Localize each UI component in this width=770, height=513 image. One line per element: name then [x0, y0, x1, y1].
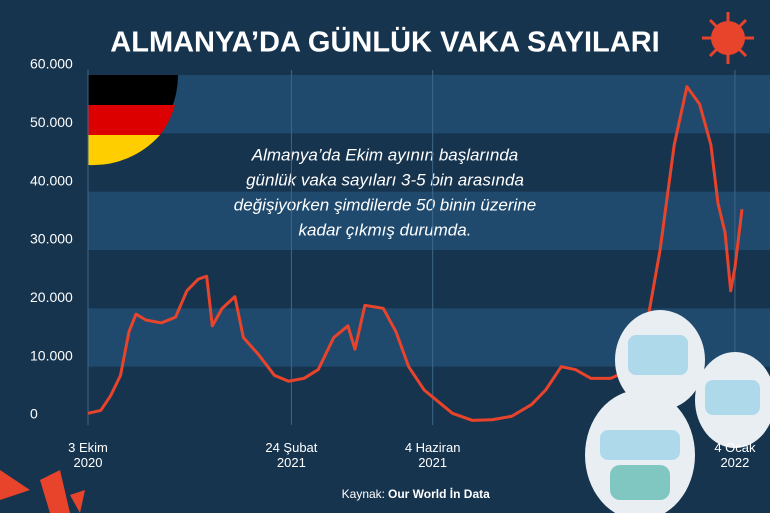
x-tick-label: 24 Şubat 2021: [265, 440, 318, 470]
y-tick-label: 50.000: [30, 114, 73, 130]
annotation: kadar çıkmış durumda.: [299, 220, 472, 239]
annotation: değişiyorken şimdilerde 50 binin üzerine: [234, 195, 536, 214]
y-tick-label: 30.000: [30, 231, 73, 247]
flag: [88, 75, 178, 166]
source: Our World İn Data: [388, 486, 490, 501]
y-tick-label: 10.000: [30, 347, 73, 363]
x-tick-label: 4 Haziran 2021: [404, 440, 461, 470]
annotation: Almanya’da Ekim ayının başlarında: [251, 145, 518, 164]
y-tick-label: 0: [30, 406, 38, 422]
line: [87, 85, 744, 422]
grid-band: [88, 75, 770, 134]
chart-title: ALMANYA’DA GÜNLÜK VAKA SAYILARI: [110, 26, 659, 59]
virus-icon: [702, 12, 754, 64]
corner-decoration: [0, 470, 85, 513]
source-label: Kaynak:: [342, 487, 385, 501]
y-tick-label: 40.000: [30, 172, 73, 188]
grid-band: [88, 191, 770, 250]
y-tick-label: 20.000: [30, 289, 73, 305]
y-tick-label: 60.000: [30, 56, 73, 72]
illustration: [585, 310, 770, 513]
x-tick-label: 3 Ekim 2020: [68, 440, 108, 470]
annotation: günlük vaka sayıları 3-5 bin arasında: [246, 170, 524, 189]
x-tick-label: 4 Ocak 2022: [714, 440, 756, 470]
